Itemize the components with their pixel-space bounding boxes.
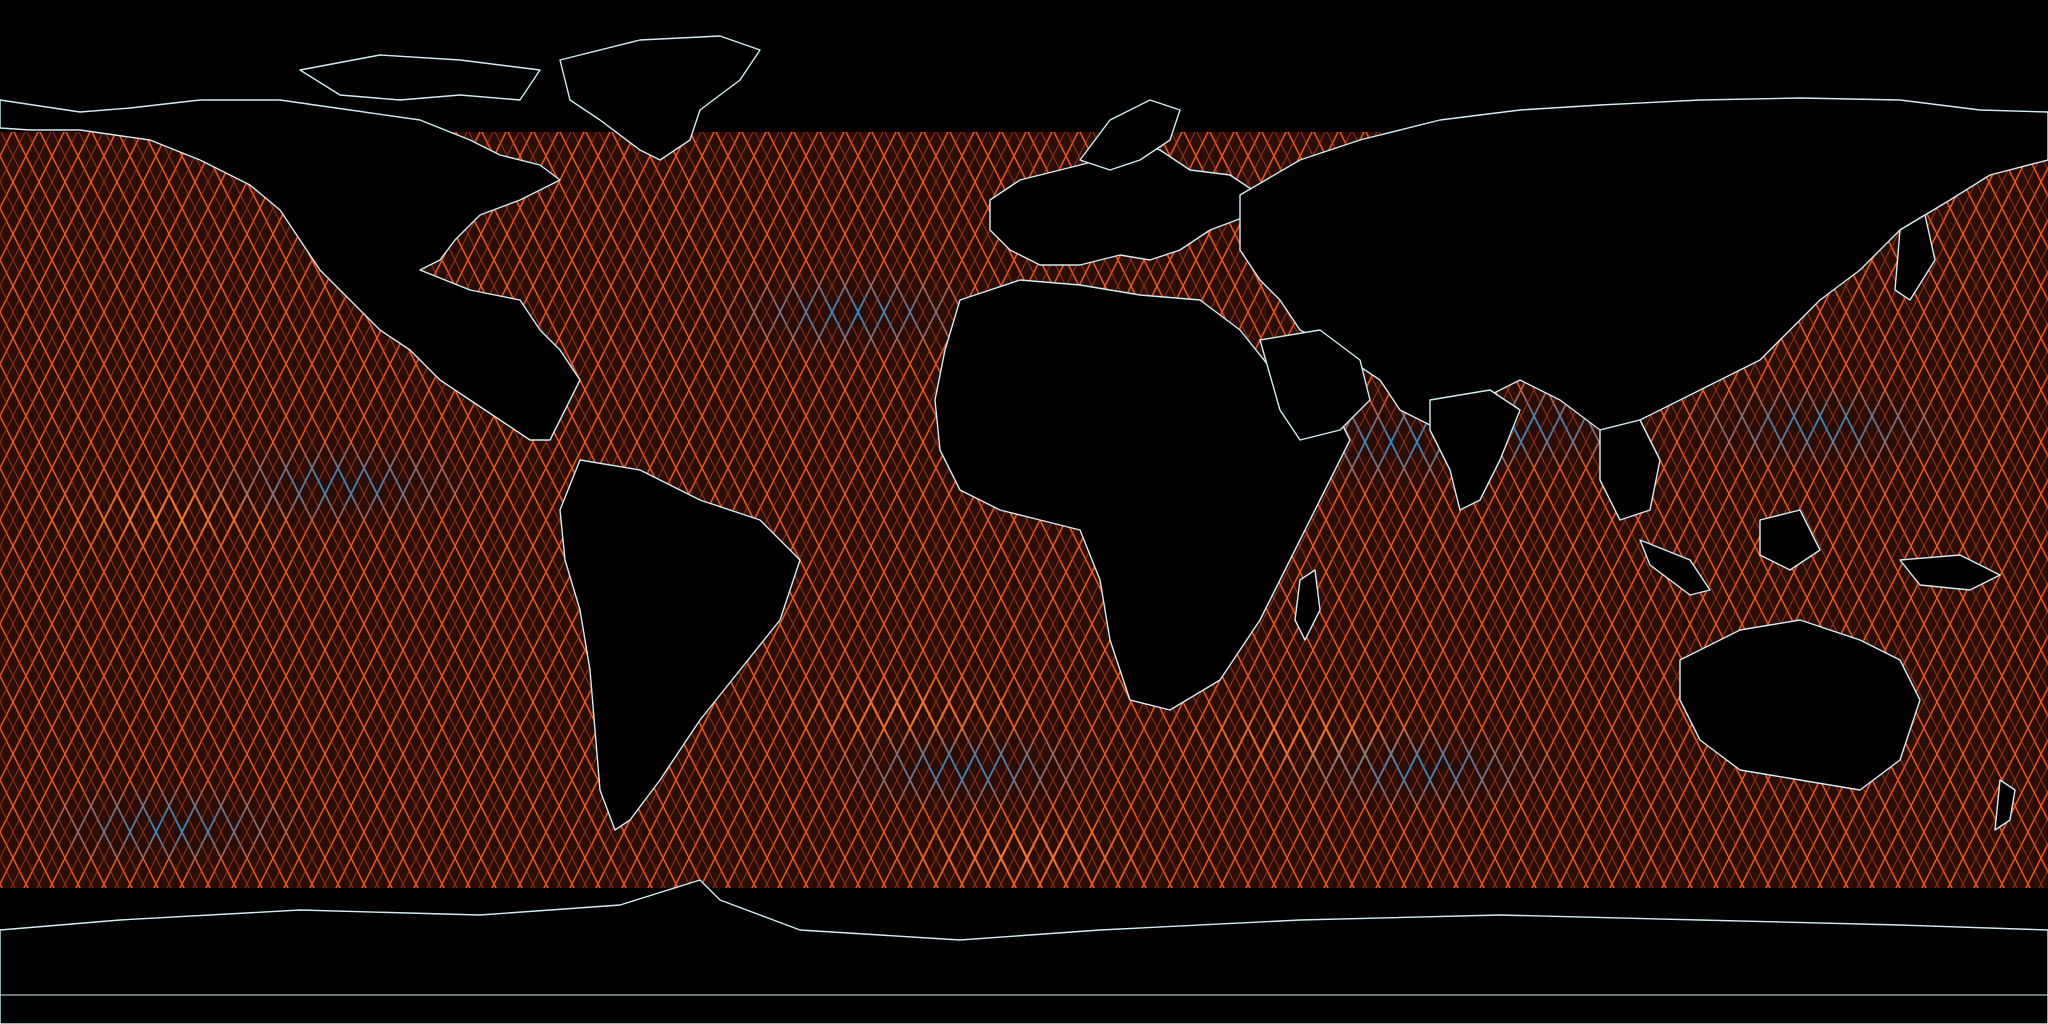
australia: [1679, 619, 1921, 791]
arabia: [1259, 329, 1371, 441]
india: [1429, 389, 1521, 511]
land-masses: [0, 35, 2048, 1024]
scandinavia: [1079, 99, 1181, 171]
greenland: [559, 35, 761, 161]
africa: [934, 279, 1351, 711]
north-america: [0, 99, 581, 441]
antarctica: [0, 879, 2048, 1024]
arctic-canada: [299, 54, 541, 101]
new-zealand: [1994, 779, 2016, 831]
indochina: [1599, 419, 1661, 521]
sumatra: [1639, 539, 1711, 596]
new-guinea: [1899, 554, 2001, 591]
madagascar: [1294, 569, 1321, 641]
borneo: [1759, 509, 1821, 571]
japan: [1894, 214, 1936, 301]
south-america: [559, 459, 801, 831]
